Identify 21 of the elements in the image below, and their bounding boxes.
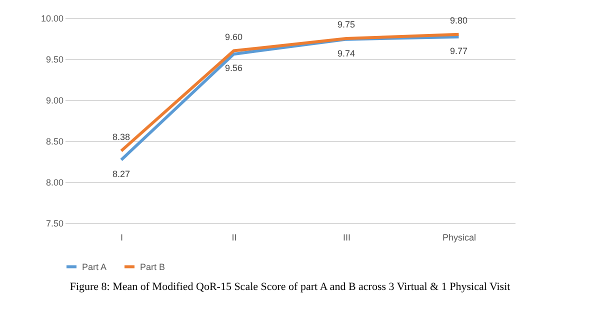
x-tick-label: I (120, 232, 124, 242)
data-label: 9.60 (224, 32, 243, 42)
legend-label: Part B (140, 262, 166, 272)
legend-label: Part A (82, 262, 107, 272)
y-tick-label: 8.50 (46, 136, 64, 146)
data-label: 9.74 (337, 48, 356, 58)
x-tick-label: III (342, 232, 351, 242)
data-label: 9.75 (337, 20, 356, 30)
data-label: 9.80 (450, 15, 468, 26)
y-tick-label: 9.50 (46, 54, 64, 64)
data-label: 8.38 (112, 132, 130, 142)
y-tick-label: 9.00 (46, 96, 64, 106)
x-tick-label: Physical (442, 232, 476, 242)
x-tick-label: II (232, 232, 237, 242)
data-label: 9.56 (224, 63, 243, 74)
data-label: 9.77 (450, 46, 468, 56)
y-tick-label: 7.50 (46, 218, 64, 228)
data-label: 8.27 (112, 168, 130, 179)
y-tick-label: 8.00 (46, 178, 64, 188)
caption: Figure 8: Mean of Modified QoR-15 Scale Score of part A and B across 3 Virtual & 1 Physical Visit (70, 281, 510, 293)
y-tick-label: 10.00 (40, 14, 64, 24)
